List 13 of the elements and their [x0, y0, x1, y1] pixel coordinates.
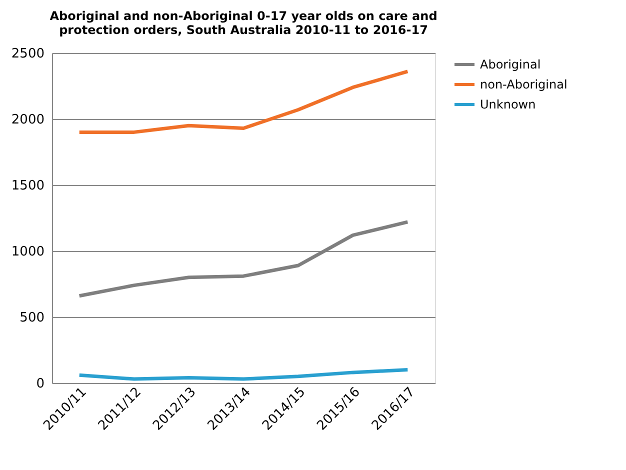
y-tick-label: 1500	[11, 178, 44, 194]
y-tick-label: 2000	[11, 112, 44, 128]
text: Aboriginal and non-Aboriginal 0-17 year olds on care and	[50, 9, 438, 23]
line-series	[78, 368, 410, 381]
y-tick-label: 2500	[11, 46, 44, 62]
y-tick-label: 0	[36, 376, 44, 392]
legend-label: Unknown	[480, 98, 536, 112]
line-series	[78, 70, 410, 134]
legend-label: non-Aboriginal	[480, 78, 568, 92]
legend-label: Aboriginal	[480, 58, 541, 72]
y-tick-label: 500	[20, 310, 44, 326]
y-tick-label: 1000	[11, 244, 44, 260]
text: protection orders, South Australia 2010-11 to 2016-17	[59, 23, 428, 37]
